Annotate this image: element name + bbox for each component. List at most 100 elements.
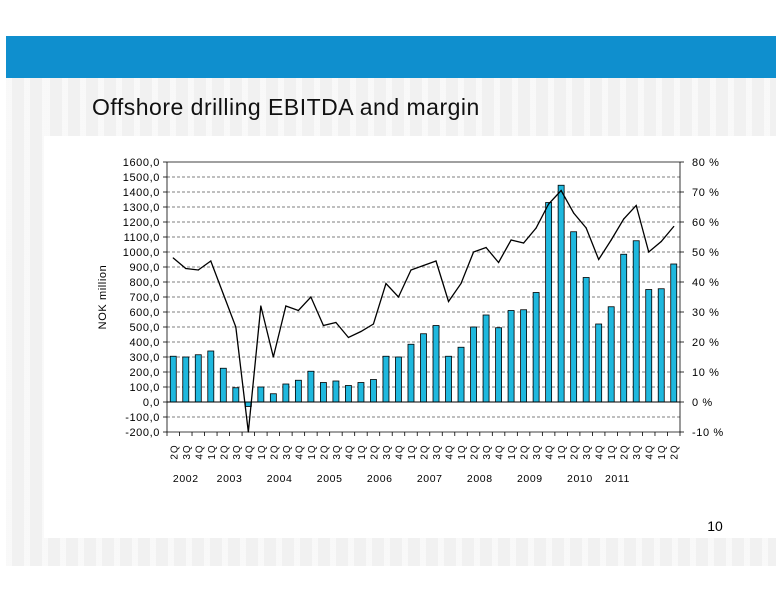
margin-point (247, 431, 249, 433)
ebitda-bar (370, 379, 377, 403)
y2-tick-label: 80 % (692, 157, 719, 169)
margin-point (660, 240, 662, 243)
y-tick-label: 100,0 (129, 382, 160, 394)
header-bar (6, 36, 776, 78)
margin-point (535, 227, 537, 229)
x-tick-label: 2Q (319, 444, 330, 459)
y2-tick-label: -10 % (692, 427, 724, 439)
ebitda-bar (595, 323, 603, 403)
ebitda-bar (670, 263, 678, 403)
y2-tick-label: 60 % (692, 217, 719, 229)
ebitda-bar (457, 346, 465, 403)
y-tick-label: 900,0 (129, 262, 160, 274)
year-label: 2004 (267, 473, 293, 485)
ebitda-bar (582, 277, 590, 403)
margin-point (610, 239, 612, 241)
ebitda-bar (470, 326, 477, 403)
y-tick-label: 1400,0 (123, 187, 160, 199)
x-tick-label: 3Q (382, 444, 393, 459)
y2-tick-label: 70 % (692, 187, 719, 199)
x-tick-label: 3Q (532, 444, 543, 459)
x-tick-label: 2Q (520, 444, 531, 459)
x-tick-label: 2Q (219, 444, 230, 459)
margin-point (548, 203, 550, 205)
x-tick-label: 2Q (369, 444, 380, 459)
y2-tick-label: 50 % (692, 247, 719, 259)
margin-point (285, 305, 287, 307)
y-tick-label: 1600,0 (123, 157, 160, 169)
x-tick-label: 1Q (407, 444, 418, 459)
ebitda-bar (495, 327, 502, 403)
page-number: 10 (707, 518, 723, 534)
ebitda-bar (219, 367, 227, 403)
ebitda-bar (257, 386, 265, 403)
margin-point (623, 218, 625, 220)
margin-point (310, 296, 312, 298)
x-tick-label: 1Q (307, 444, 318, 459)
x-tick-label: 3Q (182, 444, 193, 459)
margin-point (222, 293, 224, 295)
ebitda-bar (357, 382, 365, 403)
margin-point (260, 305, 262, 307)
ebitda-bar (182, 356, 190, 403)
y-tick-label: 600,0 (129, 307, 160, 319)
ebitda-bar (507, 310, 515, 403)
ebitda-bar (332, 380, 340, 403)
ebitda-bar (532, 292, 540, 403)
year-label: 2003 (217, 473, 243, 485)
x-tick-label: 1Q (507, 444, 518, 459)
y-tick-label: 200,0 (129, 367, 160, 379)
y-tick-label: 700,0 (129, 292, 160, 304)
ebitda-bar (207, 350, 215, 403)
ebitda-bar (269, 393, 277, 403)
x-tick-label: 4Q (344, 444, 355, 459)
margin-point (172, 257, 174, 259)
margin-point (523, 242, 525, 244)
ebitda-bar (282, 383, 290, 403)
ebitda-bar (294, 379, 302, 403)
margin-point (585, 227, 587, 229)
y-tick-label: 1200,0 (123, 217, 160, 229)
y2-tick-label: 40 % (692, 277, 719, 289)
y-tick-label: 1300,0 (123, 202, 160, 214)
ebitda-bar (657, 288, 665, 403)
x-tick-label: 4Q (394, 444, 405, 459)
x-tick-label: 2Q (420, 444, 431, 459)
x-tick-label: 1Q (257, 444, 268, 459)
y-tick-label: -100,0 (125, 412, 160, 424)
margin-point (472, 251, 475, 253)
x-tick-label: 1Q (207, 444, 218, 459)
margin-point (422, 264, 425, 267)
y-axis-title: NOK million (97, 265, 109, 330)
margin-point (485, 246, 487, 249)
margin-point (197, 269, 199, 271)
x-tick-label: 3Q (282, 444, 293, 459)
slide-title: Offshore drilling EBITDA and margin (92, 94, 480, 120)
ebitda-bar (557, 184, 565, 403)
margin-point (397, 296, 400, 298)
y2-tick-label: 20 % (692, 337, 719, 349)
ebitda-bar (520, 309, 528, 403)
title-strip (44, 78, 776, 136)
x-tick-label: 4Q (495, 444, 506, 459)
y2-tick-label: 0 % (692, 397, 713, 409)
x-tick-label: 4Q (595, 444, 606, 459)
ebitda-bar (395, 356, 402, 403)
y-tick-label: -200,0 (125, 427, 160, 439)
margin-point (235, 326, 237, 328)
margin-point (360, 330, 362, 333)
year-label: 2009 (517, 473, 543, 485)
y-tick-label: 0,0 (143, 397, 160, 409)
x-tick-label: 2Q (670, 444, 681, 459)
y-tick-label: 1100,0 (124, 232, 160, 244)
x-tick-label: 1Q (657, 444, 668, 459)
x-tick-label: 3Q (632, 444, 643, 459)
x-tick-label: 1Q (607, 444, 618, 459)
x-tick-label: 2Q (570, 444, 581, 459)
year-label: 2008 (467, 473, 493, 485)
top-band (0, 0, 776, 36)
x-tick-label: 4Q (445, 444, 456, 459)
ebitda-bar (445, 355, 452, 403)
year-label: 2002 (173, 473, 199, 485)
margin-point (497, 261, 500, 264)
